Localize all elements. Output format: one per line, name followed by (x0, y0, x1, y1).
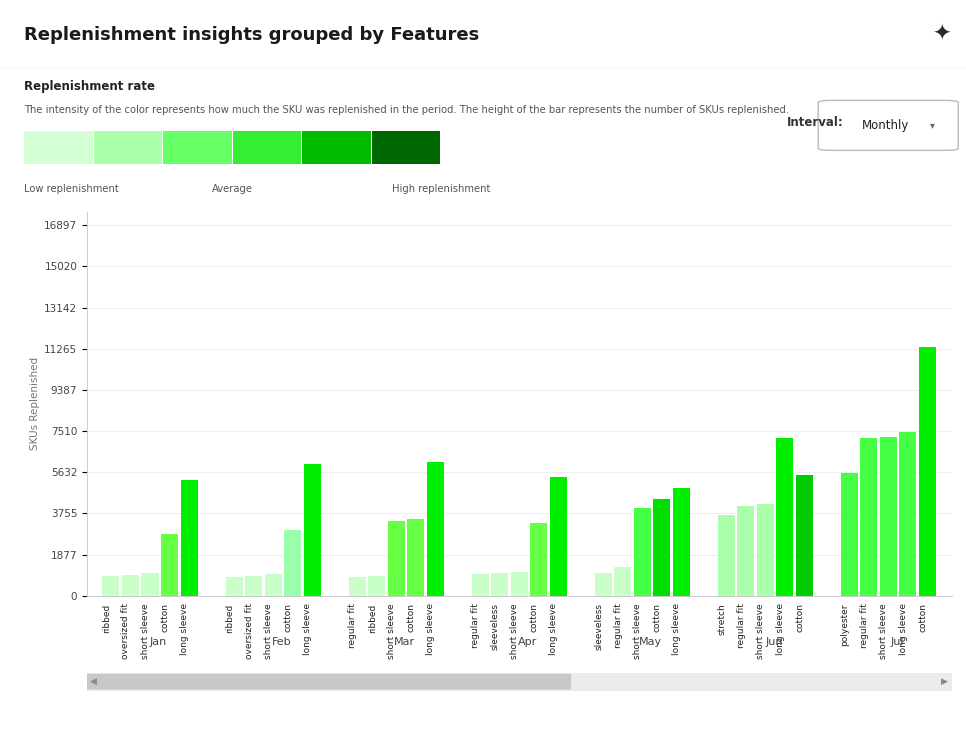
Bar (614, 567, 632, 596)
Text: cotton: cotton (284, 604, 293, 632)
Text: short sleeve: short sleeve (634, 604, 642, 659)
Bar (161, 534, 178, 596)
Text: stretch: stretch (718, 604, 726, 635)
Bar (718, 515, 735, 596)
Text: long sleeve: long sleeve (303, 604, 312, 656)
Bar (550, 477, 567, 596)
Text: cotton: cotton (529, 604, 539, 632)
Text: Replenishment rate: Replenishment rate (24, 80, 156, 93)
Bar (122, 575, 139, 596)
Bar (372, 132, 440, 164)
Text: May: May (639, 637, 663, 648)
Text: short sleeve: short sleeve (387, 604, 396, 659)
Bar (349, 577, 365, 596)
Text: short sleeve: short sleeve (756, 604, 765, 659)
Bar (368, 576, 385, 596)
Text: long sleeve: long sleeve (776, 604, 785, 656)
Text: long sleeve: long sleeve (180, 604, 189, 656)
Text: regular fit: regular fit (613, 604, 623, 648)
Text: ✦: ✦ (932, 25, 952, 45)
Text: cotton: cotton (407, 604, 415, 632)
Text: Jan: Jan (150, 637, 167, 648)
Text: ribbed: ribbed (102, 604, 111, 633)
Bar (491, 573, 508, 596)
Text: sleeveless: sleeveless (594, 604, 603, 651)
Bar (471, 574, 489, 596)
Bar (796, 475, 813, 596)
Text: cotton: cotton (795, 604, 805, 632)
Bar (163, 132, 232, 164)
Text: short sleeve: short sleeve (141, 604, 150, 659)
Y-axis label: SKUs Replenished: SKUs Replenished (30, 357, 40, 450)
Text: ▾: ▾ (929, 121, 935, 130)
Bar (225, 577, 242, 596)
Text: oversized fit: oversized fit (122, 604, 130, 659)
Bar (284, 530, 301, 596)
Text: long sleeve: long sleeve (426, 604, 436, 656)
Text: Jul: Jul (891, 637, 904, 648)
Bar (94, 132, 162, 164)
Bar (673, 488, 690, 596)
Bar (530, 523, 548, 596)
Text: regular fit: regular fit (348, 604, 357, 648)
Bar (303, 464, 321, 596)
Text: cotton: cotton (653, 604, 662, 632)
Text: oversized fit: oversized fit (244, 604, 253, 659)
Text: ribbed: ribbed (368, 604, 377, 633)
Text: Average: Average (213, 184, 253, 194)
Bar (840, 473, 858, 596)
Text: regular fit: regular fit (860, 604, 868, 648)
Text: The intensity of the color represents how much the SKU was replenished in the pe: The intensity of the color represents ho… (24, 105, 789, 115)
Bar (265, 574, 282, 596)
Bar (141, 573, 158, 596)
Text: High replenishment: High replenishment (392, 184, 491, 194)
Bar (233, 132, 301, 164)
Text: short sleeve: short sleeve (879, 604, 889, 659)
FancyBboxPatch shape (818, 100, 958, 151)
Bar (880, 437, 897, 596)
Text: regular fit: regular fit (737, 604, 746, 648)
Bar (634, 508, 651, 596)
Text: long sleeve: long sleeve (550, 604, 558, 656)
Bar (427, 462, 443, 596)
Text: ◀: ◀ (91, 677, 98, 686)
Bar (756, 504, 774, 596)
Text: Apr: Apr (518, 637, 537, 648)
Text: ▶: ▶ (941, 677, 948, 686)
Bar (861, 438, 877, 596)
Bar (24, 132, 93, 164)
Text: Replenishment insights grouped by Features: Replenishment insights grouped by Featur… (24, 26, 479, 44)
Bar (387, 521, 405, 596)
Bar (919, 347, 936, 596)
Bar (653, 499, 670, 596)
Text: Monthly: Monthly (862, 119, 909, 132)
Bar (737, 506, 754, 596)
Text: Jun: Jun (765, 637, 782, 648)
Bar (511, 572, 527, 596)
Text: polyester: polyester (840, 604, 849, 646)
Text: short sleeve: short sleeve (264, 604, 273, 659)
Bar (777, 438, 793, 596)
Text: short sleeve: short sleeve (510, 604, 520, 659)
Text: regular fit: regular fit (471, 604, 480, 648)
Bar (407, 519, 424, 596)
Text: cotton: cotton (160, 604, 170, 632)
Bar (245, 576, 262, 596)
Bar (302, 132, 371, 164)
Text: ribbed: ribbed (225, 604, 234, 633)
Bar (102, 576, 120, 596)
Text: Low replenishment: Low replenishment (24, 184, 119, 194)
Bar (595, 573, 611, 596)
Text: sleeveless: sleeveless (491, 604, 499, 651)
FancyBboxPatch shape (87, 674, 571, 689)
Text: cotton: cotton (919, 604, 927, 632)
Bar (899, 433, 917, 596)
Text: Mar: Mar (394, 637, 415, 648)
Text: long sleeve: long sleeve (672, 604, 681, 656)
Text: long sleeve: long sleeve (899, 604, 908, 656)
Text: Interval:: Interval: (787, 115, 844, 129)
Text: Feb: Feb (271, 637, 292, 648)
Bar (181, 480, 198, 596)
